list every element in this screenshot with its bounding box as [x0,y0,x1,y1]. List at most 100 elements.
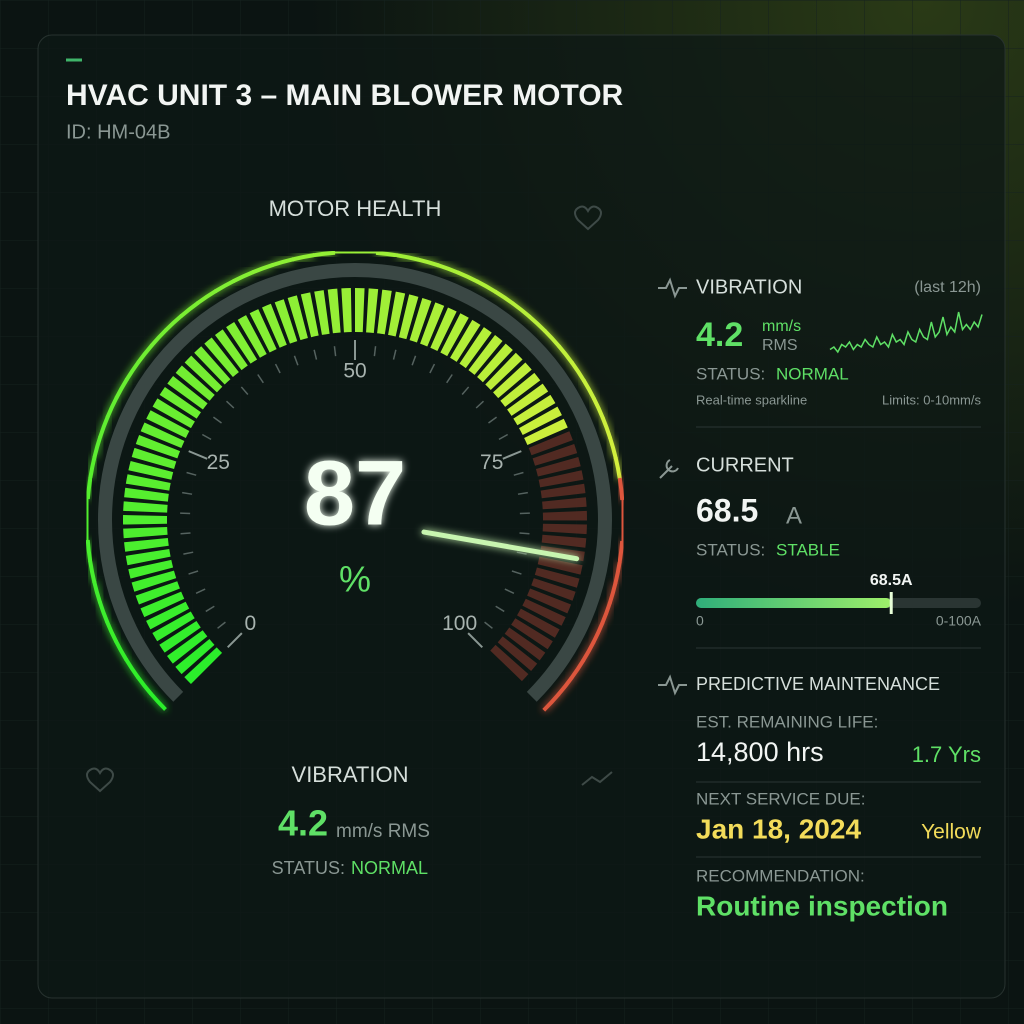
minor-tick [446,374,453,384]
band-segment [184,355,223,393]
life-label: EST. REMAINING LIFE: [696,712,878,731]
gauge-value: 87 [304,442,406,544]
band-segment [531,577,576,601]
minor-tick [195,588,206,594]
ring-track [98,263,612,702]
minor-tick [205,605,215,613]
band-segment [513,394,556,426]
minor-tick [504,588,515,594]
band-segment [540,483,586,499]
status-label: STATUS: [272,858,345,878]
band-segment [131,447,177,470]
band-segment [490,644,529,682]
gauge-unit: % [339,559,371,600]
band-segment [327,288,341,334]
band-segment [125,548,171,566]
minor-tick [212,416,222,424]
minor-tick [274,363,281,374]
current-bar: 68.5A 0 [696,572,981,629]
band-segment [419,302,445,347]
minor-tick [180,532,191,535]
minor-tick [373,346,377,357]
band-segment [124,487,169,502]
band-segment [537,556,583,575]
sparkline-line [829,311,983,354]
outer-ring [375,250,399,258]
bar-value-label: 68.5A [870,572,913,589]
bar-min-label: 0 [696,613,704,629]
band-segment [274,299,298,344]
band-segment [440,313,469,357]
tick-mark [188,450,208,460]
band-segment [535,457,581,477]
band-segment [152,398,195,429]
band-segment [287,295,308,341]
pulse-icon [658,277,687,299]
life-hours: 14,800 hrs [696,737,824,767]
life-years: 1.7 Yrs [912,742,981,767]
band-segment [135,435,181,459]
band-segment [314,290,330,335]
heart-icon [574,205,602,231]
tick-label: 50 [343,360,366,383]
minor-tick [429,363,436,374]
band-segment [226,321,258,364]
vibration-title: VIBRATION [696,276,802,298]
band-segment [194,346,231,385]
minor-tick [333,346,337,357]
band-segment [123,501,168,513]
band-segment [541,534,587,548]
wrench-icon [659,459,679,479]
vibration-value: 4.2 [278,803,328,844]
status: STABLE [776,540,840,559]
band-segment [387,291,406,337]
gauge: 0 25 50 75 100 [85,250,625,712]
band-segment [538,470,584,488]
status: NORMAL [776,364,849,383]
band-segment [152,611,195,642]
band-segment [146,601,190,630]
band-segment [124,537,169,552]
pulse-icon [658,674,687,696]
service-flag: Yellow [921,821,982,844]
note: Real-time sparkline [696,392,807,407]
minor-tick [217,621,226,629]
trend-icon [581,771,613,786]
outer-ring [542,692,561,712]
service-date: Jan 18, 2024 [696,813,861,844]
band-segment [516,608,560,638]
minor-tick [182,491,193,495]
minor-tick [513,471,524,476]
band-segment [167,630,208,664]
service-label: NEXT SERVICE DUE: [696,789,865,808]
outer-ring [617,477,625,501]
minor-tick [293,355,299,366]
band-segment [524,418,568,446]
needle [421,529,580,562]
minor-tick [517,491,528,495]
band-segment [542,497,587,510]
minor-tick [516,551,527,555]
gauge-title: MOTOR HEALTH [269,196,442,221]
band-segment [534,567,580,588]
status-label: STATUS: [696,540,765,559]
minor-tick [240,386,249,396]
band-segment [527,588,572,614]
heart-icon [86,767,114,793]
band-segment [468,335,503,375]
current-title: CURRENT [696,454,794,476]
outer-ring [312,250,336,258]
vibration-unit: mm/s RMS [336,821,430,842]
minor-tick [257,374,264,384]
band-segment [507,383,549,416]
band-segment [485,352,523,391]
outer-ring [85,518,90,542]
minor-tick [498,433,509,441]
status-label: STATUS: [696,364,765,383]
outer-ring [333,250,357,255]
minor-tick [411,355,417,366]
minor-tick [475,400,485,409]
current-value: 68.5 [696,492,758,528]
